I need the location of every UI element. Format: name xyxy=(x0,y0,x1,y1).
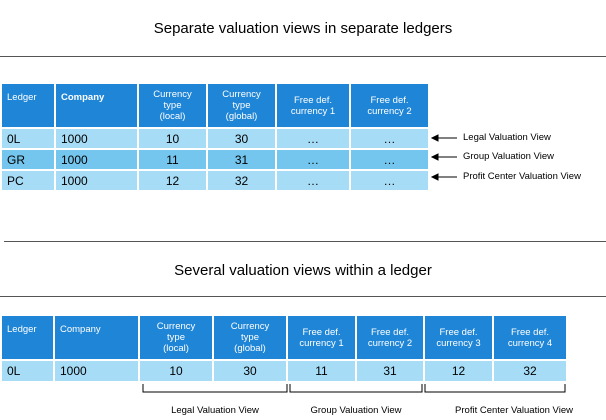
section2-divider-top xyxy=(4,241,606,242)
header-label: Free def. currency 4 xyxy=(507,326,553,349)
cell-free-2: … xyxy=(349,127,430,150)
arrow-head-icon xyxy=(430,153,439,161)
header-label: Currency type (global) xyxy=(222,89,261,122)
table-row: 0L 1000 10 30 … … xyxy=(0,127,430,150)
cell-currency-local: 12 xyxy=(137,169,208,192)
cell-ledger: 0L xyxy=(0,127,56,150)
cell-free-4: 32 xyxy=(492,359,568,383)
header-ledger: Ledger xyxy=(0,82,56,129)
header-label: Free def. currency 3 xyxy=(436,326,481,349)
header-currency-global: Currency type (global) xyxy=(212,314,288,361)
bracket-profit-center-icon xyxy=(424,384,566,393)
cell-ledger: GR xyxy=(0,148,56,171)
bracket-group-icon xyxy=(289,384,423,393)
cell-company: 1000 xyxy=(53,359,140,383)
table2-header-row: Ledger Company Currency type (local) Curre… xyxy=(0,314,568,361)
section2-title: Several valuation views within a ledger xyxy=(174,262,432,279)
table-row: GR 1000 11 31 … … xyxy=(0,148,430,171)
grouping-brackets xyxy=(142,384,566,393)
header-free-currency-1: Free def. currency 1 xyxy=(286,314,357,361)
cell-free-3: 12 xyxy=(423,359,494,383)
table-row: 0L 1000 10 30 11 31 12 32 xyxy=(0,359,568,383)
cell-currency-global: 32 xyxy=(206,169,277,192)
cell-currency-global: 31 xyxy=(206,148,277,171)
header-label: Free def. currency 1 xyxy=(299,326,344,349)
arrow-head-icon xyxy=(430,173,439,181)
cell-free-1: … xyxy=(275,127,351,150)
header-company: Company xyxy=(53,314,140,361)
header-label: Currency type (local) xyxy=(156,321,196,354)
annotation-legal-view: Legal Valuation View xyxy=(463,132,551,143)
cell-company: 1000 xyxy=(54,127,139,150)
cell-currency-global: 30 xyxy=(212,359,288,383)
annotation-profit-center-view: Profit Center Valuation View xyxy=(463,171,581,182)
header-label: Currency type (global) xyxy=(230,321,270,354)
table1-header-row: Ledger Company Currency type (local) Curre… xyxy=(0,82,430,129)
cell-currency-local: 10 xyxy=(137,127,208,150)
cell-free-1: … xyxy=(275,148,351,171)
arrow-head-icon xyxy=(430,134,439,142)
section2-divider xyxy=(0,296,606,297)
section1-divider xyxy=(0,56,606,57)
group-label-profit-center: Profit Center Valuation View xyxy=(455,405,573,416)
cell-ledger: 0L xyxy=(0,359,55,383)
single-ledger-table: Ledger Company Currency type (local) Curre… xyxy=(0,314,568,383)
separate-ledgers-table: Ledger Company Currency type (local) Curre… xyxy=(0,82,430,192)
cell-free-2: … xyxy=(349,148,430,171)
cell-currency-local: 10 xyxy=(138,359,214,383)
bracket-legal-icon xyxy=(142,384,288,393)
header-free-currency-1: Free def. currency 1 xyxy=(275,82,351,129)
annotation-group-view: Group Valuation View xyxy=(463,151,555,162)
header-currency-global: Currency type (global) xyxy=(206,82,277,129)
cell-free-1: 11 xyxy=(286,359,357,383)
header-free-currency-2: Free def. currency 2 xyxy=(349,82,430,129)
cell-free-1: … xyxy=(275,169,351,192)
cell-free-2: 31 xyxy=(355,359,425,383)
cell-currency-global: 30 xyxy=(206,127,277,150)
table-row: PC 1000 12 32 … … xyxy=(0,169,430,192)
cell-company: 1000 xyxy=(54,148,139,171)
group-label-legal: Legal Valuation View xyxy=(171,405,259,416)
header-currency-local: Currency type (local) xyxy=(137,82,208,129)
group-label-group: Group Valuation View xyxy=(310,405,402,416)
header-label: Currency type (local) xyxy=(153,89,192,122)
cell-company: 1000 xyxy=(54,169,139,192)
header-company: Company xyxy=(54,82,139,129)
cell-free-2: … xyxy=(349,169,430,192)
header-free-currency-2: Free def. currency 2 xyxy=(355,314,425,361)
header-label: Free def. currency 1 xyxy=(290,94,336,117)
header-free-currency-3: Free def. currency 3 xyxy=(423,314,494,361)
header-ledger: Ledger xyxy=(0,314,55,361)
header-currency-local: Currency type (local) xyxy=(138,314,214,361)
section1-title: Separate valuation views in separate led… xyxy=(153,20,453,37)
header-label: Free def. currency 2 xyxy=(367,326,413,349)
cell-ledger: PC xyxy=(0,169,56,192)
header-label: Free def. currency 2 xyxy=(367,94,412,117)
cell-currency-local: 11 xyxy=(137,148,208,171)
annotation-arrows xyxy=(430,134,457,181)
header-free-currency-4: Free def. currency 4 xyxy=(492,314,568,361)
